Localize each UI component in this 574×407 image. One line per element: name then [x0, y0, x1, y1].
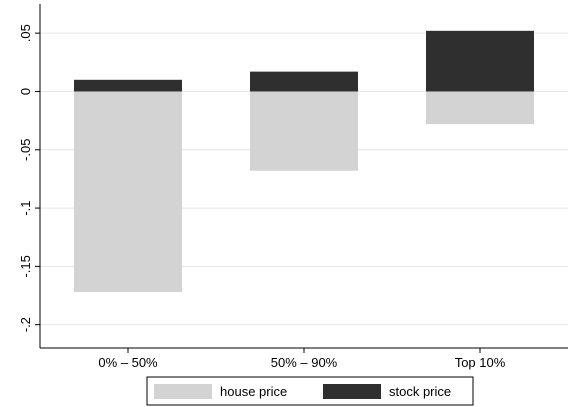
legend-label-house-price: house price [220, 384, 287, 399]
y-tick-label: 0 [18, 88, 33, 95]
legend-swatch-stock-price [323, 384, 381, 399]
legend-label-stock-price: stock price [389, 384, 451, 399]
y-tick-label: -.2 [18, 317, 33, 332]
y-ticks: .05 0 -.05 -.1 -.15 -.2 [18, 24, 40, 332]
bar-house-price [250, 91, 358, 171]
y-tick-label: -.1 [18, 200, 33, 215]
bars [74, 30, 534, 293]
bar-house-price [426, 91, 534, 125]
bar-stock-price [74, 79, 182, 92]
bar-stock-price [250, 71, 358, 92]
legend: house price stock price [146, 376, 474, 406]
y-tick-label: .05 [18, 24, 33, 42]
legend-swatch-house-price [154, 384, 212, 399]
bar-stock-price [426, 30, 534, 92]
bar-house-price [74, 91, 182, 293]
y-tick-label: -.15 [18, 255, 33, 277]
x-tick-label: 50% – 90% [271, 355, 338, 370]
x-tick-label: Top 10% [455, 355, 506, 370]
x-ticks: 0% – 50% 50% – 90% Top 10% [98, 348, 506, 370]
y-tick-label: -.05 [18, 139, 33, 161]
x-tick-label: 0% – 50% [98, 355, 158, 370]
